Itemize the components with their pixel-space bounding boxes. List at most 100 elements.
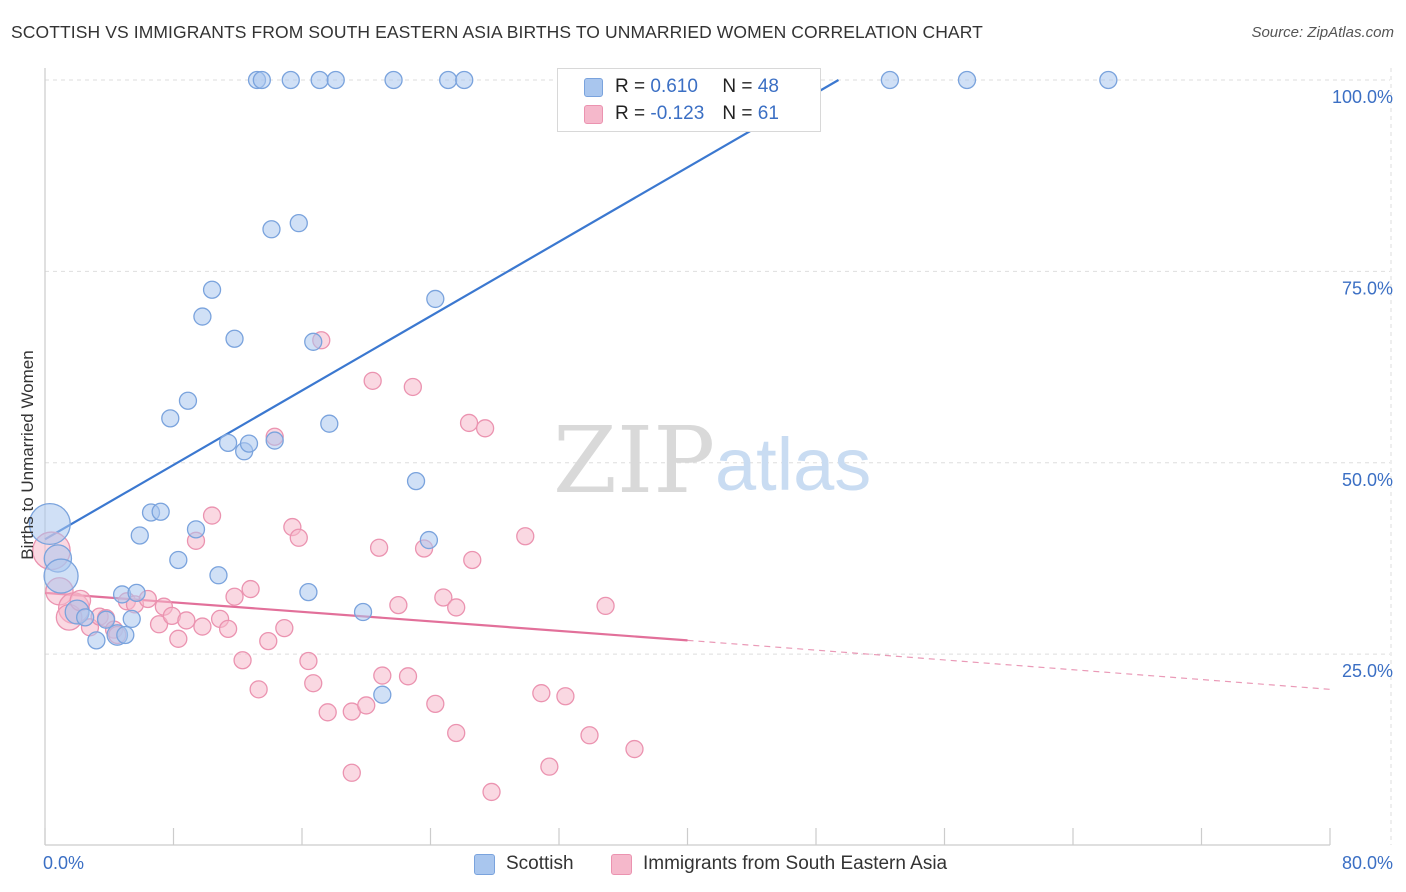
data-point-pink: [149, 615, 169, 634]
legend-swatch-blue: [584, 77, 603, 97]
data-point-blue: [299, 582, 318, 602]
data-point-pink: [275, 618, 294, 638]
data-point-pink: [625, 739, 644, 759]
data-point-blue: [96, 610, 116, 629]
data-point-blue: [880, 70, 900, 90]
data-point-pink: [447, 723, 466, 743]
legend-n-label: N =: [722, 76, 753, 97]
data-point-pink: [475, 419, 495, 438]
x-tick-label-max: 80.0%: [1342, 853, 1393, 873]
data-point-pink: [259, 631, 278, 651]
data-point-pink: [369, 538, 389, 557]
y-axis-label: Births to Unmarried Women: [18, 350, 37, 560]
data-point-pink: [299, 651, 318, 671]
data-point-pink: [532, 684, 551, 703]
data-point-blue: [439, 70, 458, 90]
legend-swatch-blue: [474, 853, 495, 875]
data-point-pink: [389, 595, 408, 615]
y-tick-label: 75.0%: [1342, 278, 1393, 298]
data-point-pink: [459, 413, 479, 433]
data-point-pink: [363, 371, 382, 390]
data-point-blue: [1099, 70, 1118, 90]
data-point-blue: [130, 526, 149, 545]
watermark-atlas: atlas: [715, 423, 871, 506]
data-point-blue: [209, 566, 228, 585]
data-point-blue: [43, 558, 79, 594]
data-point-pink: [357, 696, 376, 715]
legend-swatch-pink: [611, 853, 632, 875]
data-point-blue: [202, 280, 222, 299]
data-point-pink: [463, 550, 482, 570]
data-point-pink: [540, 757, 559, 776]
legend-r-value: -0.123: [650, 103, 705, 124]
data-point-blue: [218, 433, 238, 452]
data-point-blue: [320, 414, 339, 433]
data-point-pink: [289, 528, 308, 547]
data-point-blue: [406, 471, 426, 491]
data-point-pink: [434, 588, 453, 607]
data-point-blue: [265, 431, 284, 450]
watermark: ZIP atlas: [553, 407, 871, 514]
series-immigrants-points: [32, 331, 644, 802]
axes: [44, 68, 1331, 846]
data-point-blue: [122, 609, 141, 629]
data-point-blue: [116, 625, 135, 645]
y-tick-label: 50.0%: [1342, 470, 1393, 490]
data-point-blue: [957, 70, 977, 90]
data-point-pink: [249, 680, 268, 699]
y-tick-label: 100.0%: [1332, 87, 1393, 107]
data-point-pink: [403, 377, 422, 397]
data-point-pink: [580, 726, 599, 745]
data-point-pink: [241, 579, 260, 599]
data-point-blue: [178, 391, 198, 410]
legend-n-label: N =: [722, 103, 753, 124]
data-point-blue: [151, 502, 170, 521]
data-point-pink: [218, 619, 238, 639]
data-point-blue: [169, 550, 188, 570]
data-point-blue: [455, 70, 474, 90]
data-point-blue: [281, 70, 300, 90]
data-point-blue: [353, 602, 373, 622]
data-point-blue: [186, 520, 206, 539]
data-point-blue: [326, 70, 345, 90]
data-point-blue: [28, 502, 71, 546]
legend-item-scottish[interactable]: Scottish: [474, 850, 574, 878]
data-point-blue: [419, 530, 439, 550]
series-scottish-points: [28, 70, 1118, 704]
trend-line-dashed-pink: [687, 639, 1331, 690]
data-point-pink: [516, 527, 535, 546]
legend-item-immigrants[interactable]: Immigrants from South Eastern Asia: [611, 850, 947, 878]
data-point-blue: [127, 583, 146, 603]
chart-title: SCOTTISH VS IMMIGRANTS FROM SOUTH EASTER…: [11, 22, 983, 42]
data-point-blue: [225, 329, 244, 348]
data-point-pink: [225, 587, 244, 606]
watermark-zip: ZIP: [553, 407, 715, 514]
data-point-pink: [596, 596, 615, 616]
series-legend: Scottish Immigrants from South Eastern A…: [0, 850, 1406, 878]
legend-r-value: 0.610: [650, 76, 698, 97]
data-point-blue: [304, 332, 323, 351]
data-point-blue: [373, 685, 392, 704]
data-point-blue: [252, 70, 271, 90]
data-point-pink: [304, 674, 323, 693]
data-point-blue: [384, 70, 403, 90]
data-point-pink: [342, 763, 361, 782]
data-point-pink: [202, 506, 222, 525]
data-point-pink: [398, 667, 418, 686]
data-point-blue: [262, 220, 281, 239]
data-point-pink: [177, 611, 196, 630]
tick-labels: 25.0% 50.0% 75.0% 100.0% 0.0% 80.0%: [43, 87, 1393, 873]
data-point-blue: [289, 213, 308, 233]
correlation-legend: R = 0.610 N = 48 R = -0.123 N = 61: [557, 68, 821, 132]
data-point-blue: [193, 307, 212, 326]
data-point-blue: [239, 434, 259, 453]
data-point-pink: [233, 651, 252, 670]
data-point-pink: [426, 694, 445, 714]
data-point-blue: [426, 289, 445, 309]
data-point-blue: [310, 70, 329, 90]
data-point-pink: [193, 617, 212, 636]
source-label: Source: ZipAtlas.com: [1251, 24, 1394, 41]
data-point-blue: [87, 631, 106, 650]
data-point-pink: [482, 782, 501, 802]
